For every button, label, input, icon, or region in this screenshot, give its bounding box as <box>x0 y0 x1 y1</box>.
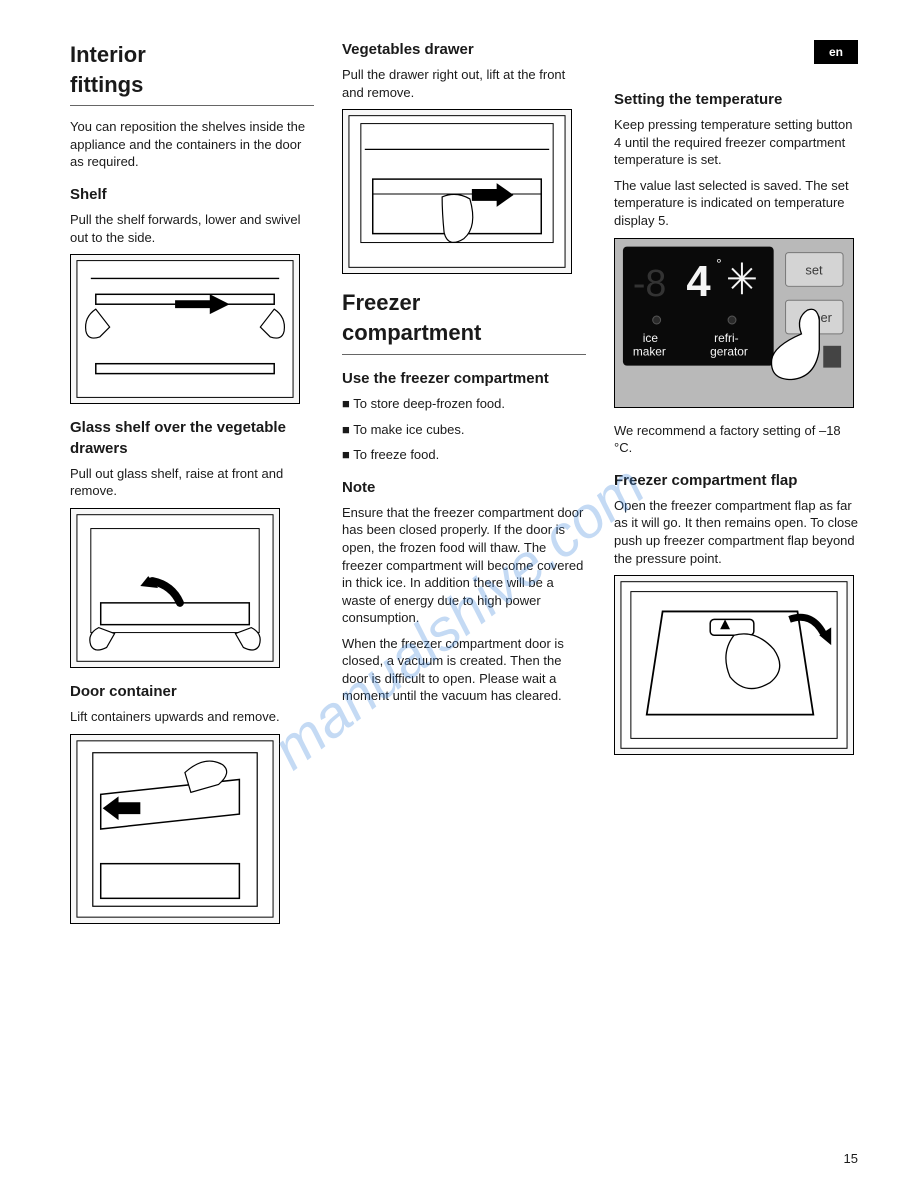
figure-control-panel: -8 4 ° ice maker refri- gerator <box>614 238 854 408</box>
note-text-2: When the freezer compartment door is clo… <box>342 635 586 705</box>
use-li: ■ To store deep-frozen food. <box>342 395 586 413</box>
svg-text:set: set <box>805 262 823 277</box>
subheading-use-freezer: Use the freezer compartment <box>342 369 586 389</box>
note-text-1: Ensure that the freezer compartment door… <box>342 504 586 627</box>
svg-text:4: 4 <box>686 258 711 306</box>
subheading-note: Note <box>342 478 586 498</box>
flap-text: Open the freezer compartment flap as far… <box>614 497 858 567</box>
subheading-door-container: Door container <box>70 682 314 702</box>
column-3: Setting the temperature Keep pressing te… <box>614 40 858 938</box>
use-li: ■ To freeze food. <box>342 446 586 464</box>
language-tab: en <box>814 40 858 64</box>
subheading-flap: Freezer compartment flap <box>614 471 858 491</box>
heading-interior-fittings: Interior fittings <box>70 40 314 99</box>
page-number: 15 <box>844 1150 858 1168</box>
subheading-shelf: Shelf <box>70 185 314 205</box>
svg-text:°: ° <box>716 255 722 271</box>
figure-vegetable-drawer <box>342 109 572 274</box>
section-rule <box>342 354 586 355</box>
temp-recommend: We recommend a factory setting of –18 °C… <box>614 422 858 457</box>
heading-line: fittings <box>70 72 143 97</box>
heading-line: compartment <box>342 320 481 345</box>
column-1: Interior fittings You can reposition the… <box>70 40 314 938</box>
intro-text: You can reposition the shelves inside th… <box>70 118 314 171</box>
svg-text:ice: ice <box>643 330 659 344</box>
heading-freezer-compartment: Freezer compartment <box>342 288 586 347</box>
figure-freezer-flap <box>614 575 854 755</box>
temp-text-2: The value last selected is saved. The se… <box>614 177 858 230</box>
use-li: ■ To make ice cubes. <box>342 421 586 439</box>
heading-line: Freezer <box>342 290 420 315</box>
section-rule <box>70 105 314 106</box>
shelf-text: Pull the shelf forwards, lower and swive… <box>70 211 314 246</box>
glass-shelf-text: Pull out glass shelf, raise at front and… <box>70 465 314 500</box>
list-item-text: To store deep-frozen food. <box>353 396 505 411</box>
subheading-setting-temperature: Setting the temperature <box>614 90 858 110</box>
figure-glass-shelf <box>70 508 280 668</box>
svg-text:gerator: gerator <box>710 344 748 358</box>
figure-shelf-removal <box>70 254 300 404</box>
svg-text:maker: maker <box>633 344 666 358</box>
subheading-vegetable-drawer: Vegetables drawer <box>342 40 586 60</box>
subheading-glass-shelf: Glass shelf over the vegetable drawers <box>70 418 314 459</box>
list-item-text: To freeze food. <box>353 447 439 462</box>
temp-text-1: Keep pressing temperature setting button… <box>614 116 858 169</box>
svg-text:-8: -8 <box>633 262 667 304</box>
heading-line: Interior <box>70 42 146 67</box>
vegetable-drawer-text: Pull the drawer right out, lift at the f… <box>342 66 586 101</box>
figure-door-container <box>70 734 280 924</box>
list-item-text: To make ice cubes. <box>353 422 464 437</box>
svg-text:refri-: refri- <box>714 330 738 344</box>
column-2: Vegetables drawer Pull the drawer right … <box>342 40 586 938</box>
door-container-text: Lift containers upwards and remove. <box>70 708 314 726</box>
